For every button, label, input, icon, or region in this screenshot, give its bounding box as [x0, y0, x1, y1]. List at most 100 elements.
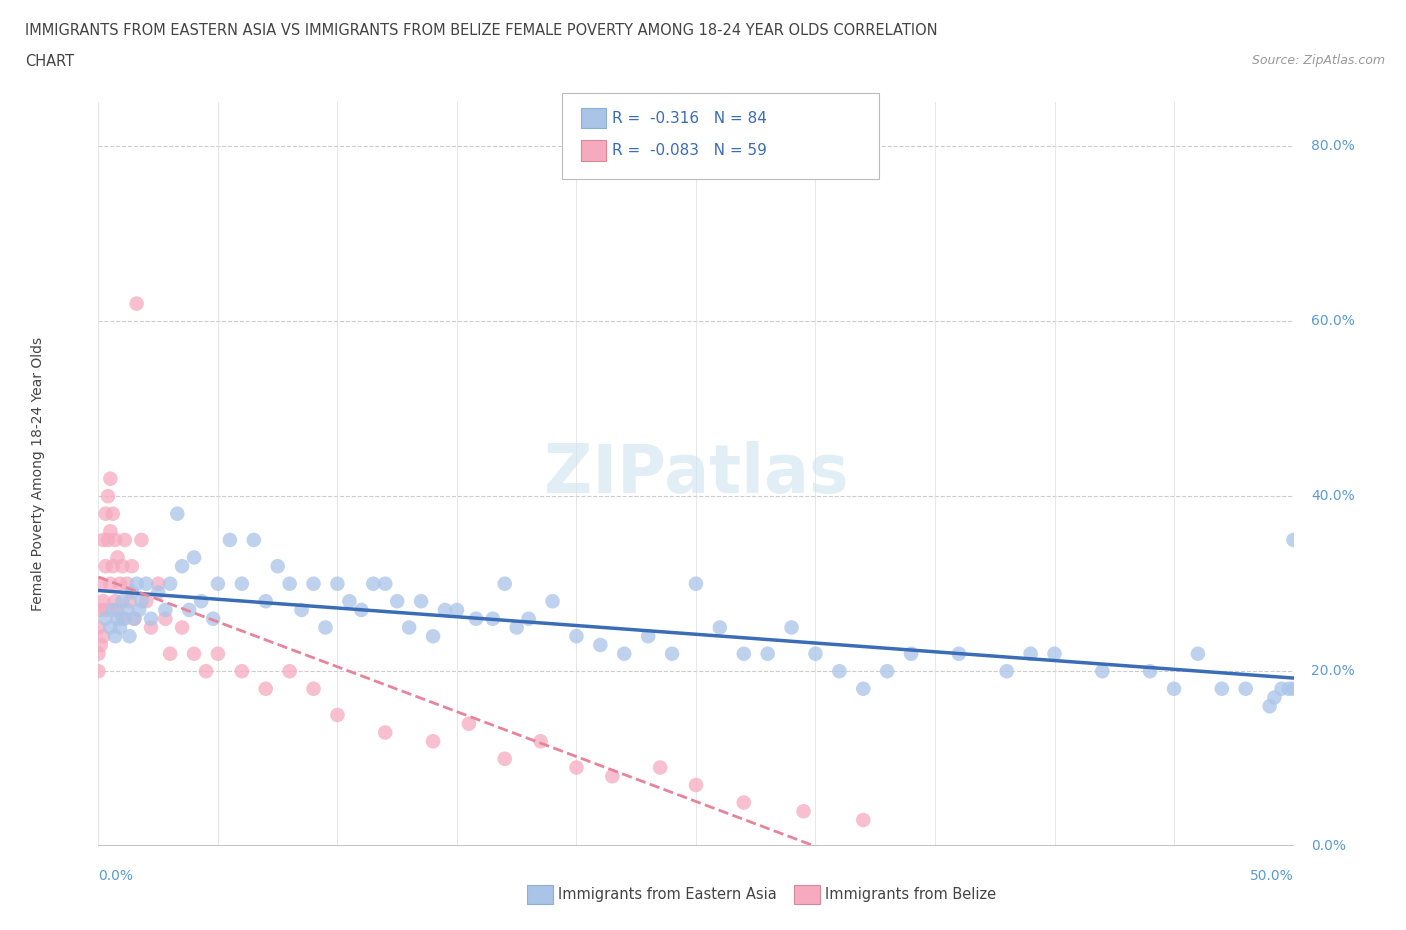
Point — [135, 577, 157, 591]
Point — [326, 708, 349, 723]
Text: R =  -0.316   N = 84: R = -0.316 N = 84 — [612, 111, 766, 126]
Point — [98, 524, 122, 538]
Text: 80.0%: 80.0% — [1312, 140, 1355, 153]
Point — [278, 664, 301, 679]
Text: Female Poverty Among 18-24 Year Olds: Female Poverty Among 18-24 Year Olds — [31, 338, 45, 611]
Point — [374, 725, 396, 740]
Point — [290, 603, 312, 618]
Point — [517, 611, 540, 626]
Point — [1019, 646, 1042, 661]
Point — [733, 795, 755, 810]
Text: 40.0%: 40.0% — [1312, 489, 1355, 503]
Point — [481, 611, 505, 626]
Point — [91, 629, 114, 644]
Point — [114, 611, 136, 626]
Point — [1258, 698, 1281, 713]
Text: ZIPatlas: ZIPatlas — [544, 442, 848, 507]
Point — [98, 472, 122, 486]
Point — [243, 533, 266, 548]
Point — [124, 611, 146, 626]
Point — [131, 533, 153, 548]
Point — [302, 682, 325, 697]
Point — [876, 664, 898, 679]
Point — [852, 813, 875, 828]
Point — [422, 734, 444, 749]
Point — [190, 593, 212, 608]
Point — [793, 804, 815, 818]
Point — [804, 646, 827, 661]
Point — [194, 664, 217, 679]
Point — [1271, 682, 1294, 697]
Point — [104, 533, 127, 548]
Point — [494, 751, 516, 766]
Point — [172, 620, 194, 635]
Point — [465, 611, 488, 626]
Text: CHART: CHART — [25, 54, 75, 69]
Point — [94, 603, 117, 618]
Point — [302, 577, 325, 591]
Point — [121, 585, 143, 600]
Point — [637, 629, 659, 644]
Point — [350, 603, 373, 618]
Point — [159, 577, 181, 591]
Point — [90, 577, 112, 591]
Point — [104, 629, 127, 644]
Point — [207, 577, 229, 591]
Point — [1263, 690, 1285, 705]
Point — [1187, 646, 1209, 661]
Point — [155, 603, 177, 618]
Point — [118, 593, 141, 608]
Point — [733, 646, 755, 661]
Text: R =  -0.083   N = 59: R = -0.083 N = 59 — [612, 143, 766, 158]
Point — [1163, 682, 1185, 697]
Point — [1282, 533, 1305, 548]
Point — [118, 629, 141, 644]
Point — [494, 577, 516, 591]
Point — [155, 611, 177, 626]
Point — [709, 620, 731, 635]
Point — [600, 769, 623, 784]
Text: 20.0%: 20.0% — [1312, 664, 1355, 678]
Point — [94, 559, 117, 574]
Point — [267, 559, 290, 574]
Point — [148, 585, 170, 600]
Point — [148, 577, 170, 591]
Point — [1139, 664, 1161, 679]
Text: 50.0%: 50.0% — [1250, 869, 1294, 883]
Point — [90, 603, 112, 618]
Point — [207, 646, 229, 661]
Point — [780, 620, 803, 635]
Point — [94, 506, 117, 521]
Point — [685, 577, 707, 591]
Point — [104, 593, 127, 608]
Point — [139, 620, 162, 635]
Point — [131, 593, 153, 608]
Point — [98, 577, 122, 591]
Point — [1043, 646, 1066, 661]
Text: Immigrants from Eastern Asia: Immigrants from Eastern Asia — [558, 887, 778, 902]
Point — [101, 559, 124, 574]
Point — [98, 620, 122, 635]
Point — [183, 550, 205, 565]
Text: Source: ZipAtlas.com: Source: ZipAtlas.com — [1251, 54, 1385, 67]
Point — [315, 620, 337, 635]
Point — [124, 611, 146, 626]
Point — [231, 577, 253, 591]
Point — [828, 664, 851, 679]
Point — [446, 603, 468, 618]
Point — [94, 611, 117, 626]
Point — [458, 716, 481, 731]
Point — [172, 559, 194, 574]
Text: 0.0%: 0.0% — [1312, 839, 1347, 854]
Point — [202, 611, 225, 626]
Point — [179, 603, 201, 618]
Point — [948, 646, 970, 661]
Point — [107, 603, 129, 618]
Point — [1278, 682, 1301, 697]
Point — [1091, 664, 1114, 679]
Point — [589, 638, 612, 653]
Point — [278, 577, 301, 591]
Point — [1234, 682, 1257, 697]
Point — [101, 603, 124, 618]
Point — [231, 664, 253, 679]
